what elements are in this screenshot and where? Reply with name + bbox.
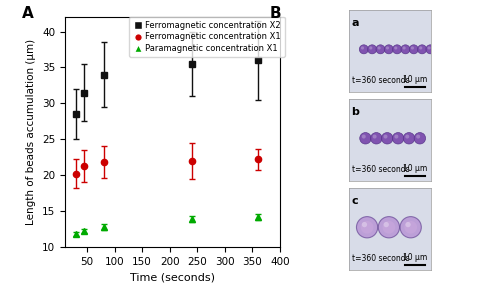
Text: 10 μm: 10 μm <box>403 253 427 262</box>
Text: t=360 seconds: t=360 seconds <box>352 254 409 263</box>
Circle shape <box>378 217 400 238</box>
Circle shape <box>382 133 393 144</box>
Text: B: B <box>270 6 281 21</box>
Circle shape <box>418 45 426 54</box>
Circle shape <box>360 133 371 144</box>
Circle shape <box>402 46 406 50</box>
Circle shape <box>426 45 435 54</box>
Circle shape <box>370 133 382 144</box>
Circle shape <box>361 46 364 50</box>
Text: c: c <box>352 196 358 206</box>
Circle shape <box>414 133 426 144</box>
Text: A: A <box>22 6 34 21</box>
Text: 10 μm: 10 μm <box>403 75 427 84</box>
Circle shape <box>419 46 422 50</box>
Circle shape <box>401 45 410 54</box>
Y-axis label: Length of beads accumulation (μm): Length of beads accumulation (μm) <box>26 39 36 225</box>
Circle shape <box>392 45 402 54</box>
Text: t=360 seconds: t=360 seconds <box>352 76 409 85</box>
Circle shape <box>362 135 366 139</box>
Text: t=360 seconds: t=360 seconds <box>352 165 409 174</box>
Circle shape <box>384 135 388 139</box>
Circle shape <box>378 46 380 50</box>
Circle shape <box>394 46 398 50</box>
Circle shape <box>400 217 421 238</box>
Circle shape <box>404 133 414 144</box>
Circle shape <box>360 221 374 234</box>
Text: a: a <box>352 18 359 28</box>
Text: b: b <box>352 107 360 117</box>
Circle shape <box>410 45 418 54</box>
Circle shape <box>406 222 410 227</box>
Text: 10 μm: 10 μm <box>403 164 427 173</box>
Circle shape <box>384 222 389 227</box>
Circle shape <box>362 222 367 227</box>
Circle shape <box>411 46 414 50</box>
Legend: Ferromagnetic concentration X2, Ferromagnetic concentration X1, Paramagnetic con: Ferromagnetic concentration X2, Ferromag… <box>130 17 285 57</box>
X-axis label: Time (seconds): Time (seconds) <box>130 272 215 282</box>
Circle shape <box>428 46 430 50</box>
Circle shape <box>360 45 368 54</box>
Circle shape <box>406 135 409 139</box>
Circle shape <box>384 45 394 54</box>
Circle shape <box>392 133 404 144</box>
Circle shape <box>369 46 372 50</box>
Circle shape <box>386 46 389 50</box>
Circle shape <box>368 45 376 54</box>
Circle shape <box>416 135 420 139</box>
Circle shape <box>404 221 417 234</box>
Circle shape <box>382 221 396 234</box>
Circle shape <box>356 217 378 238</box>
Circle shape <box>376 45 385 54</box>
Circle shape <box>372 135 376 139</box>
Circle shape <box>394 135 398 139</box>
